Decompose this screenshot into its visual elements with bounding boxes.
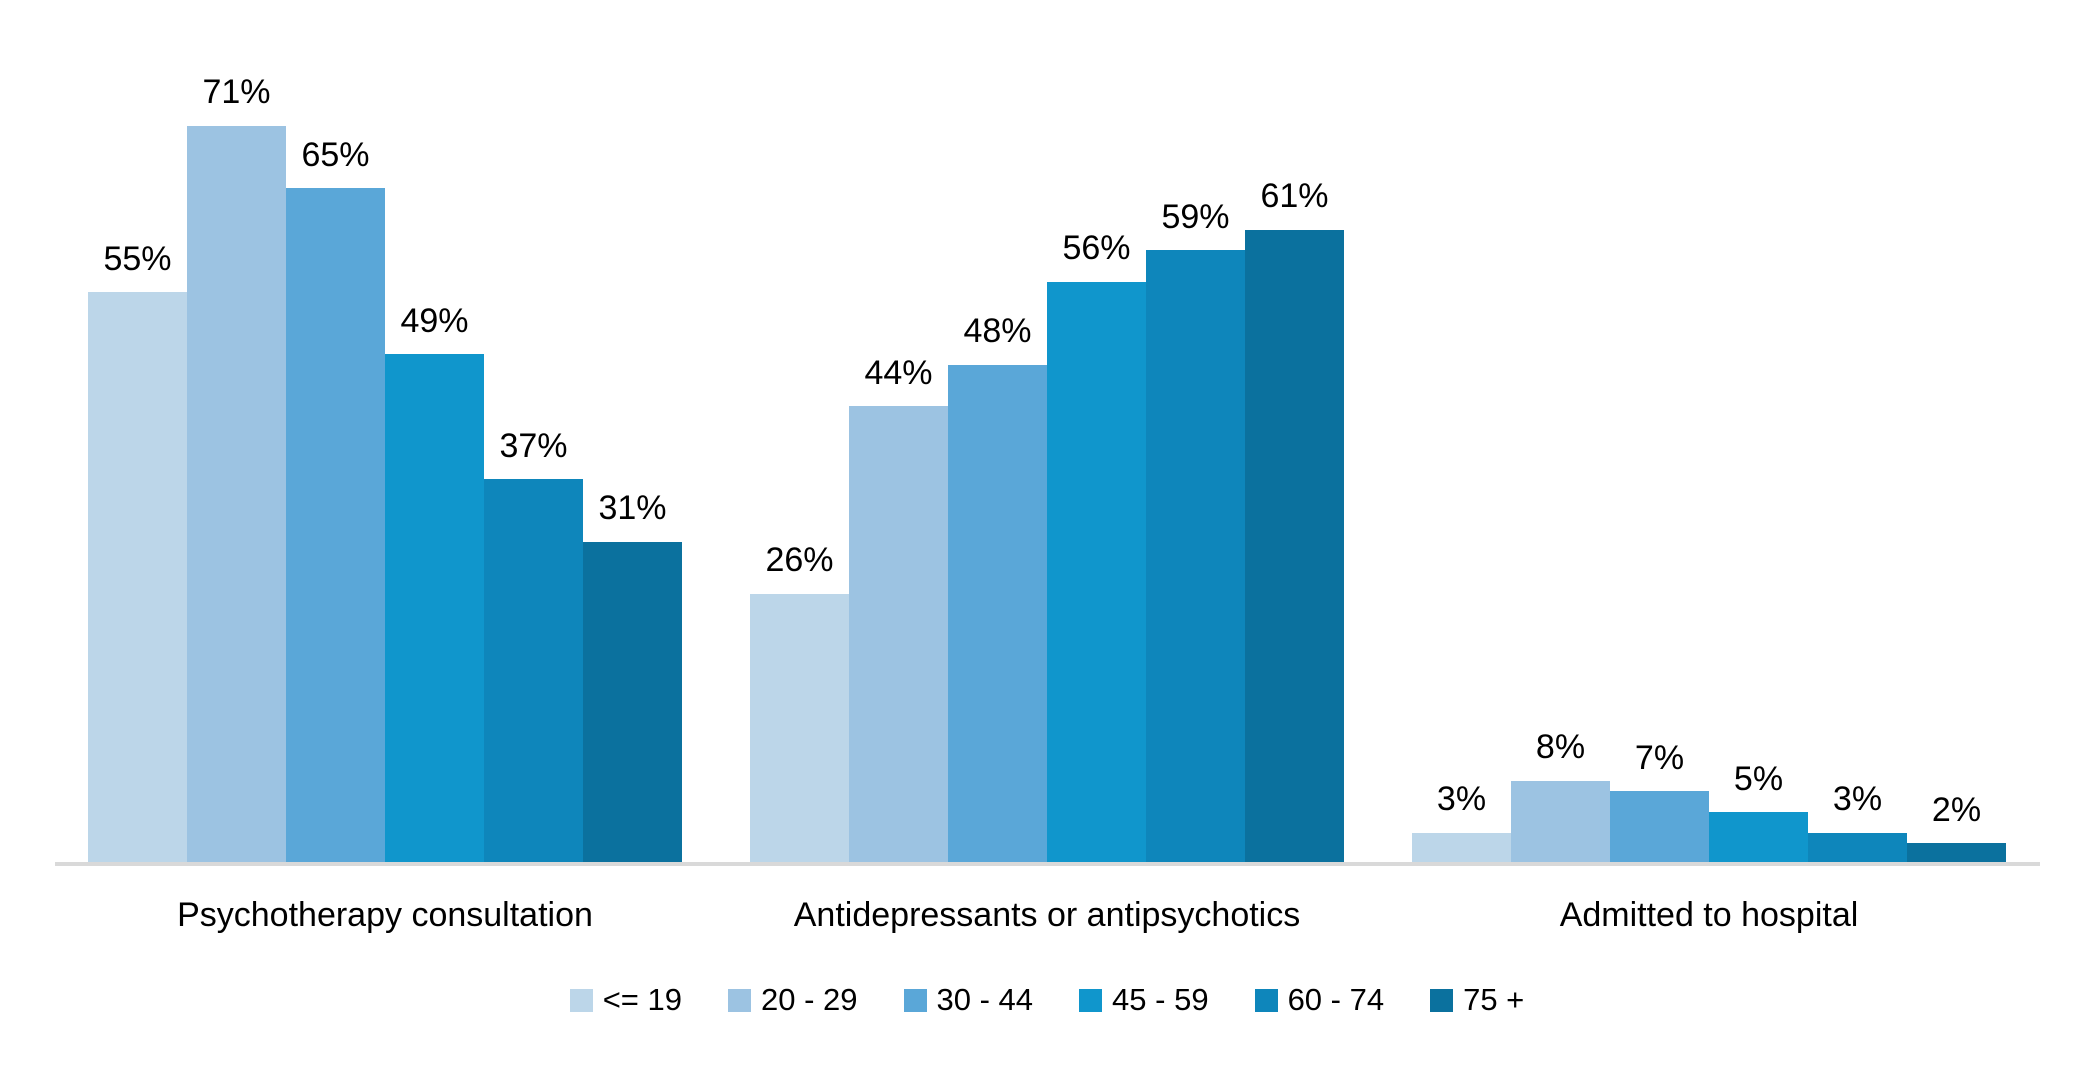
legend-swatch (1430, 988, 1454, 1012)
legend-label: 60 - 74 (1287, 982, 1385, 1017)
legend-label: 75 + (1463, 982, 1525, 1017)
bar (187, 125, 286, 864)
legend-item: 20 - 29 (728, 982, 858, 1018)
bar (484, 479, 583, 864)
bar-column: 31% (583, 489, 682, 864)
bar-column: 26% (750, 541, 849, 864)
legend-label: 20 - 29 (761, 982, 858, 1017)
bar (1047, 281, 1146, 864)
bar-column: 44% (849, 354, 948, 864)
data-label: 26% (765, 541, 834, 580)
legend-item: 75 + (1430, 982, 1524, 1018)
bar-group: 3% 8% 7% 5% 3% 2% (1412, 0, 2006, 864)
legend-label: 30 - 44 (936, 982, 1034, 1017)
data-label: 8% (1535, 728, 1586, 767)
bar-column: 7% (1610, 738, 1709, 864)
data-label: 7% (1634, 738, 1685, 777)
data-label: 2% (1931, 790, 1982, 829)
data-label: 49% (400, 302, 469, 341)
legend-label: 45 - 59 (1112, 982, 1209, 1017)
legend-swatch (569, 988, 593, 1012)
bar-column: 37% (484, 426, 583, 864)
legend-swatch (728, 988, 752, 1012)
bar-column: 49% (385, 302, 484, 864)
data-label: 56% (1062, 229, 1131, 268)
legend-item: 45 - 59 (1079, 982, 1209, 1018)
bar-column: 55% (88, 239, 187, 864)
legend-item: <= 19 (569, 982, 683, 1018)
plot-area: 55% 71% 65% 49% 37% 31% 26% 44% 48% 56% 59% 61% 3% 8%… (88, 0, 2006, 864)
bar-column: 2% (1907, 790, 2006, 864)
bar (948, 364, 1047, 864)
data-label: 3% (1436, 780, 1487, 819)
bar-column: 8% (1511, 729, 1610, 864)
bar (1245, 229, 1344, 864)
data-label: 37% (499, 426, 568, 465)
data-label: 55% (103, 239, 172, 278)
legend-swatch (1254, 988, 1278, 1012)
legend-label: <= 19 (602, 982, 683, 1017)
bar-column: 65% (286, 135, 385, 864)
legend-swatch (1079, 988, 1103, 1012)
bar-column: 3% (1412, 781, 1511, 864)
bar (1412, 832, 1511, 864)
bar (286, 188, 385, 864)
bar-column: 59% (1146, 198, 1245, 864)
bar-column: 56% (1047, 229, 1146, 864)
category-label: Antidepressants or antipsychotics (793, 896, 1301, 934)
bar (750, 593, 849, 864)
bar (385, 354, 484, 864)
x-axis-line (55, 862, 2040, 866)
category-label: Admitted to hospital (1559, 896, 1859, 934)
legend-item: 30 - 44 (903, 982, 1034, 1018)
data-label: 65% (301, 135, 370, 174)
data-label: 44% (864, 354, 933, 393)
bar (88, 292, 187, 864)
data-label: 48% (963, 312, 1032, 351)
bar-group: 26% 44% 48% 56% 59% 61% (750, 0, 1344, 864)
bar-column: 71% (187, 73, 286, 864)
bar (849, 406, 948, 864)
data-label: 71% (202, 73, 271, 112)
bar (1907, 843, 2006, 864)
bar (583, 541, 682, 864)
data-label: 59% (1161, 198, 1230, 237)
legend-item: 60 - 74 (1254, 982, 1385, 1018)
bar-column: 61% (1245, 177, 1344, 864)
data-label: 61% (1260, 177, 1329, 216)
data-label: 5% (1733, 759, 1784, 798)
legend-swatch (903, 988, 927, 1012)
data-label: 3% (1832, 780, 1883, 819)
bar (1146, 250, 1245, 864)
bar (1709, 812, 1808, 864)
bar (1808, 832, 1907, 864)
bar-column: 5% (1709, 759, 1808, 864)
bar (1511, 780, 1610, 864)
data-label: 31% (598, 489, 667, 528)
bar-column: 3% (1808, 781, 1907, 864)
legend: <= 19 20 - 29 30 - 44 45 - 59 60 - 74 75 + (0, 982, 2094, 1018)
bar-column: 48% (948, 313, 1047, 864)
category-label: Psychotherapy consultation (177, 896, 593, 934)
category-axis: Psychotherapy consultation Antidepressant… (88, 896, 2006, 935)
bar-group: 55% 71% 65% 49% 37% 31% (88, 0, 682, 864)
bar (1610, 791, 1709, 864)
